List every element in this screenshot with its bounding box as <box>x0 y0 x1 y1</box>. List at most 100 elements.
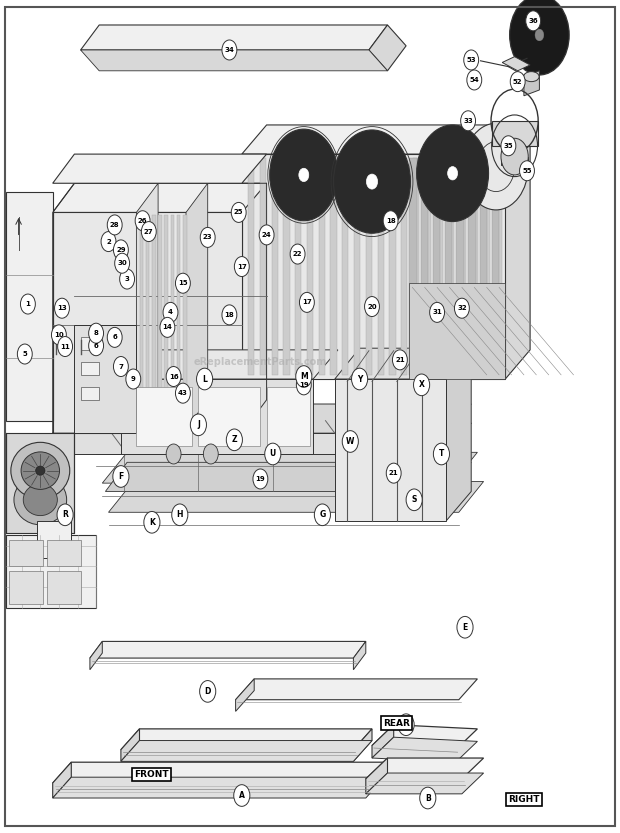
Circle shape <box>352 368 368 390</box>
Text: 5: 5 <box>22 351 27 357</box>
Polygon shape <box>158 215 162 407</box>
Polygon shape <box>330 158 337 375</box>
Polygon shape <box>335 379 446 521</box>
Polygon shape <box>53 762 71 798</box>
Text: B: B <box>425 794 431 802</box>
Circle shape <box>334 130 410 233</box>
Text: Y: Y <box>357 375 362 383</box>
Polygon shape <box>74 325 136 433</box>
Circle shape <box>113 357 128 377</box>
Circle shape <box>200 227 215 247</box>
Ellipse shape <box>523 72 539 82</box>
Circle shape <box>135 211 150 231</box>
Text: 53: 53 <box>466 57 476 63</box>
Polygon shape <box>492 158 499 375</box>
Circle shape <box>299 168 309 182</box>
Polygon shape <box>505 125 530 379</box>
Circle shape <box>166 367 181 387</box>
Polygon shape <box>53 762 384 783</box>
Circle shape <box>265 443 281 465</box>
Circle shape <box>126 369 141 389</box>
Text: E: E <box>463 623 467 631</box>
Circle shape <box>366 174 378 189</box>
Text: 22: 22 <box>293 251 303 257</box>
Text: 9: 9 <box>131 376 136 382</box>
Circle shape <box>417 125 489 222</box>
Polygon shape <box>152 215 156 407</box>
Polygon shape <box>81 25 388 50</box>
Text: 33: 33 <box>463 117 473 124</box>
Text: A: A <box>239 791 245 800</box>
Text: J: J <box>197 421 200 429</box>
Circle shape <box>365 297 379 317</box>
Text: 6: 6 <box>94 342 99 349</box>
Polygon shape <box>389 158 396 375</box>
Circle shape <box>464 123 528 210</box>
Circle shape <box>234 257 249 277</box>
Circle shape <box>510 0 569 75</box>
Circle shape <box>190 414 206 436</box>
Circle shape <box>101 232 116 252</box>
Polygon shape <box>456 158 464 375</box>
Polygon shape <box>121 350 338 379</box>
Text: FRONT: FRONT <box>135 771 169 779</box>
Text: 4: 4 <box>168 309 173 316</box>
Circle shape <box>172 504 188 526</box>
Polygon shape <box>295 158 301 375</box>
Circle shape <box>203 444 218 464</box>
Circle shape <box>222 305 237 325</box>
Circle shape <box>253 469 268 489</box>
Polygon shape <box>448 158 454 375</box>
Text: 11: 11 <box>60 343 70 350</box>
Polygon shape <box>353 729 372 761</box>
Polygon shape <box>236 679 477 700</box>
Circle shape <box>398 714 414 736</box>
Polygon shape <box>372 737 477 762</box>
Text: 21: 21 <box>389 470 399 476</box>
Polygon shape <box>425 158 431 375</box>
Text: 28: 28 <box>110 222 120 228</box>
Polygon shape <box>353 641 366 670</box>
Circle shape <box>290 244 305 264</box>
Text: 27: 27 <box>144 228 154 235</box>
Circle shape <box>520 161 534 181</box>
Circle shape <box>20 294 35 314</box>
Text: 19: 19 <box>255 476 265 482</box>
Polygon shape <box>183 215 187 407</box>
Text: L: L <box>202 375 207 383</box>
Polygon shape <box>342 158 348 375</box>
Polygon shape <box>242 125 530 154</box>
Text: 8: 8 <box>94 330 99 337</box>
Polygon shape <box>81 362 99 375</box>
Circle shape <box>200 681 216 702</box>
Polygon shape <box>480 158 487 375</box>
Polygon shape <box>492 121 538 146</box>
Circle shape <box>406 489 422 511</box>
Circle shape <box>120 269 135 289</box>
Circle shape <box>296 375 311 395</box>
Polygon shape <box>121 379 313 454</box>
Polygon shape <box>136 387 192 446</box>
Polygon shape <box>102 452 477 483</box>
Circle shape <box>535 29 544 41</box>
Text: 3: 3 <box>125 276 130 282</box>
Circle shape <box>115 253 130 273</box>
Polygon shape <box>6 433 74 533</box>
Polygon shape <box>37 521 71 558</box>
Polygon shape <box>401 158 407 375</box>
Text: 20: 20 <box>367 303 377 310</box>
Circle shape <box>259 225 274 245</box>
Text: W: W <box>346 437 355 446</box>
Circle shape <box>222 40 237 60</box>
Circle shape <box>461 111 476 131</box>
Polygon shape <box>372 725 477 750</box>
Polygon shape <box>53 212 242 433</box>
Polygon shape <box>354 158 360 375</box>
Circle shape <box>226 429 242 451</box>
Text: C: C <box>403 721 409 729</box>
Text: 36: 36 <box>528 17 538 24</box>
Text: Z: Z <box>231 436 237 444</box>
Polygon shape <box>501 157 528 165</box>
Text: X: X <box>418 381 425 389</box>
Polygon shape <box>177 215 180 407</box>
